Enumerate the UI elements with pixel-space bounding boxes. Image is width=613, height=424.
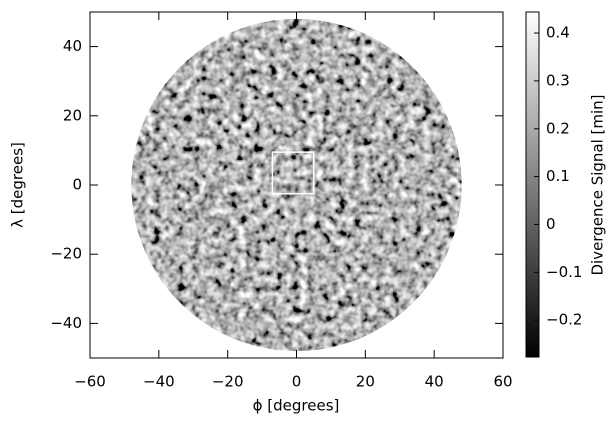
colorbar-label: Divergence Signal [min] (589, 94, 607, 275)
x-tick-label: 20 (356, 373, 375, 391)
y-tick-label: −40 (50, 314, 82, 332)
y-axis-label: λ [degrees] (9, 142, 27, 228)
x-tick-label: 40 (425, 373, 444, 391)
x-tick-label: −40 (143, 373, 175, 391)
x-tick-label: −60 (74, 373, 106, 391)
y-tick-label: 20 (63, 106, 82, 124)
x-tick-label: −20 (212, 373, 244, 391)
disk-image (131, 18, 462, 352)
x-tick-label: 60 (493, 373, 512, 391)
colorbar-tick-label: 0.4 (546, 24, 570, 42)
x-axis-label: ϕ [degrees] (253, 397, 340, 415)
colorbar-tick-label: 0.2 (546, 119, 570, 137)
colorbar-tick-label: −0.1 (546, 263, 582, 281)
y-tick-label: 40 (63, 37, 82, 55)
y-tick-label: 0 (72, 176, 82, 194)
colorbar-tick-label: −0.2 (546, 311, 582, 329)
colorbar (525, 11, 540, 358)
colorbar-tick-label: 0.3 (546, 71, 570, 89)
region-box (271, 151, 315, 195)
y-tick-label: −20 (50, 245, 82, 263)
colorbar-tick-label: 0.1 (546, 167, 570, 185)
x-tick-label: 0 (292, 373, 302, 391)
colorbar-tick-label: 0 (546, 215, 556, 233)
